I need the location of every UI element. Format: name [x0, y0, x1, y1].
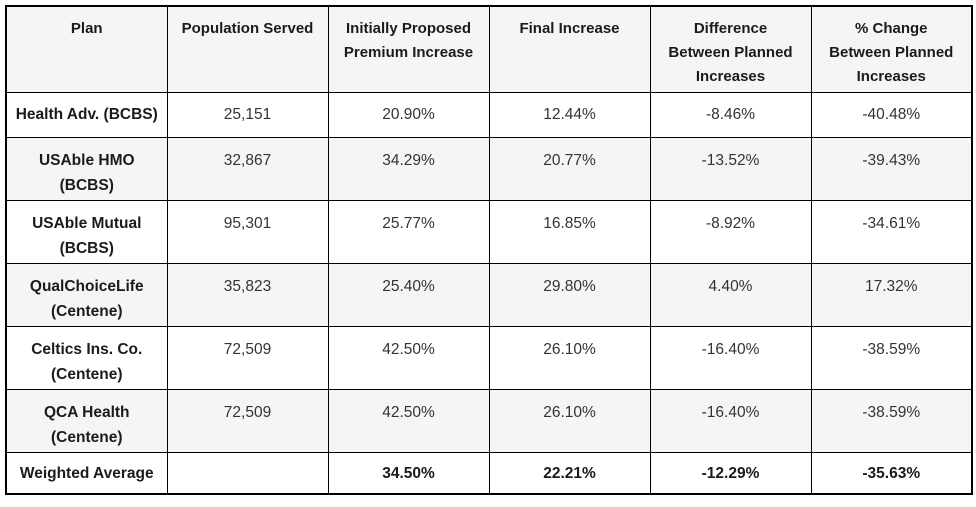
table-row-celtics: Celtics Ins. Co. (Centene) 72,509 42.50%… — [5, 325, 973, 390]
header-label: Between Planned — [668, 44, 793, 61]
initially-proposed-cell: 20.90% — [327, 91, 490, 138]
premium-increase-table: Plan Population Served Initially Propose… — [5, 5, 973, 495]
header-label: Initially Proposed — [345, 20, 472, 37]
difference-cell: -8.46% — [649, 91, 812, 138]
initially-proposed-cell: 42.50% — [327, 388, 490, 453]
final-increase-cell: 16.85% — [488, 199, 651, 264]
pct-change-cell: -35.63% — [810, 451, 973, 495]
plan-cell: Celtics Ins. Co. (Centene) — [5, 325, 168, 390]
initially-proposed-cell: 34.50% — [327, 451, 490, 495]
plan-name: QualChoiceLife — [29, 277, 144, 295]
final-increase-cell: 22.21% — [488, 451, 651, 495]
difference-cell: -8.92% — [649, 199, 812, 264]
plan-name: Health Adv. (BCBS) — [15, 105, 158, 123]
population-cell — [166, 451, 329, 495]
pct-change-cell: -40.48% — [810, 91, 973, 138]
plan-name: QCA Health — [43, 403, 130, 421]
plan-name: (BCBS) — [59, 176, 114, 194]
header-label: Premium Increase — [343, 44, 474, 61]
population-cell: 72,509 — [166, 388, 329, 453]
column-header-final-increase: Final Increase — [488, 5, 651, 93]
plan-cell: Health Adv. (BCBS) — [5, 91, 168, 138]
header-label: % Change — [854, 20, 928, 37]
population-cell: 95,301 — [166, 199, 329, 264]
plan-cell: Weighted Average — [5, 451, 168, 495]
plan-name: (Centene) — [51, 365, 123, 383]
difference-cell: -13.52% — [649, 136, 812, 201]
population-cell: 72,509 — [166, 325, 329, 390]
header-label: Population Served — [181, 20, 314, 37]
plan-name: (Centene) — [51, 428, 123, 446]
pct-change-cell: -34.61% — [810, 199, 973, 264]
initially-proposed-cell: 25.77% — [327, 199, 490, 264]
difference-cell: -16.40% — [649, 325, 812, 390]
header-row: Plan Population Served Initially Propose… — [5, 5, 973, 93]
table-row-qualchoicelife: QualChoiceLife (Centene) 35,823 25.40% 2… — [5, 262, 973, 327]
population-cell: 25,151 — [166, 91, 329, 138]
plan-name: USAble HMO — [38, 151, 135, 169]
column-header-initially-proposed: Initially Proposed Premium Increase — [327, 5, 490, 93]
difference-cell: -16.40% — [649, 388, 812, 453]
header-label: Difference — [693, 20, 768, 37]
table-row-usable-mutual: USAble Mutual (BCBS) 95,301 25.77% 16.85… — [5, 199, 973, 264]
column-header-population-served: Population Served — [166, 5, 329, 93]
final-increase-cell: 29.80% — [488, 262, 651, 327]
final-increase-cell: 12.44% — [488, 91, 651, 138]
initially-proposed-cell: 42.50% — [327, 325, 490, 390]
plan-cell: USAble HMO (BCBS) — [5, 136, 168, 201]
difference-cell: -12.29% — [649, 451, 812, 495]
column-header-plan: Plan — [5, 5, 168, 93]
initially-proposed-cell: 34.29% — [327, 136, 490, 201]
pct-change-cell: 17.32% — [810, 262, 973, 327]
plan-name: Celtics Ins. Co. — [31, 340, 143, 358]
pct-change-cell: -39.43% — [810, 136, 973, 201]
plan-cell: QCA Health (Centene) — [5, 388, 168, 453]
header-label: Increases — [856, 68, 926, 85]
header-label: Plan — [70, 20, 103, 37]
table-row-usable-hmo: USAble HMO (BCBS) 32,867 34.29% 20.77% -… — [5, 136, 973, 201]
table-row-weighted-average: Weighted Average 34.50% 22.21% -12.29% -… — [5, 451, 973, 495]
initially-proposed-cell: 25.40% — [327, 262, 490, 327]
final-increase-cell: 20.77% — [488, 136, 651, 201]
header-label: Increases — [695, 68, 766, 85]
plan-cell: USAble Mutual (BCBS) — [5, 199, 168, 264]
pct-change-cell: -38.59% — [810, 388, 973, 453]
plan-name: (BCBS) — [59, 239, 114, 257]
population-cell: 32,867 — [166, 136, 329, 201]
final-increase-cell: 26.10% — [488, 388, 651, 453]
header-label: Final Increase — [519, 20, 620, 37]
plan-name: (Centene) — [51, 302, 123, 320]
plan-cell: QualChoiceLife (Centene) — [5, 262, 168, 327]
column-header-pct-change: % Change Between Planned Increases — [810, 5, 973, 93]
final-increase-cell: 26.10% — [488, 325, 651, 390]
pct-change-cell: -38.59% — [810, 325, 973, 390]
difference-cell: 4.40% — [649, 262, 812, 327]
header-label: Between Planned — [829, 44, 954, 61]
plan-name: USAble Mutual — [32, 214, 142, 232]
column-header-difference: Difference Between Planned Increases — [649, 5, 812, 93]
table-row-health-adv: Health Adv. (BCBS) 25,151 20.90% 12.44% … — [5, 91, 973, 138]
table-row-qca-health: QCA Health (Centene) 72,509 42.50% 26.10… — [5, 388, 973, 453]
population-cell: 35,823 — [166, 262, 329, 327]
